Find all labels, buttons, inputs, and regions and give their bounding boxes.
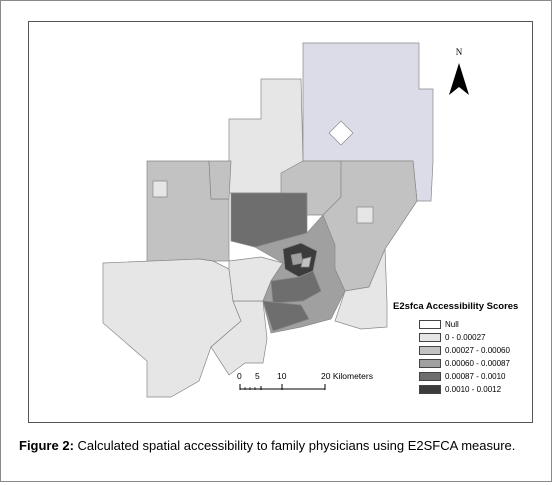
scale-bar: 0 5 10 20 Kilometers: [237, 371, 397, 395]
figure-caption: Figure 2: Calculated spatial accessibili…: [19, 437, 539, 454]
legend-item: 0.00027 - 0.00060: [419, 344, 533, 357]
region-west-mid-2: [208, 160, 232, 200]
region-west-big: [102, 258, 242, 398]
legend-item: 0.0010 - 0.0012: [419, 383, 533, 396]
region-south-west: [210, 300, 268, 376]
caption-text: Calculated spatial accessibility to fami…: [73, 438, 516, 453]
north-arrow: N: [445, 47, 473, 99]
legend-item: Null: [419, 318, 533, 331]
scale-tick-label: 10: [277, 371, 287, 381]
scale-tick-label: 0: [237, 371, 242, 381]
legend-item: 0.00087 - 0.0010: [419, 370, 533, 383]
scale-tick-label: 20 Kilometers: [321, 371, 373, 381]
legend-label: 0 - 0.00027: [445, 333, 486, 342]
region-core-mid-dark-2: [262, 300, 310, 332]
legend-swatch: [419, 333, 441, 342]
legend-label: 0.0010 - 0.0012: [445, 385, 502, 394]
legend-swatch: [419, 359, 441, 368]
legend-item: 0.00060 - 0.00087: [419, 357, 533, 370]
region-west-small: [152, 180, 168, 198]
region-east-small: [356, 206, 374, 224]
caption-label: Figure 2:: [19, 438, 74, 453]
region-north-diamond: [328, 120, 354, 146]
region-core-small-2: [300, 256, 312, 268]
north-label: N: [455, 47, 463, 57]
legend: E2sfca Accessibility Scores Null 0 - 0.0…: [393, 301, 533, 396]
legend-label: 0.00027 - 0.00060: [445, 346, 510, 355]
north-arrow-icon: [449, 63, 469, 95]
legend-swatch: [419, 346, 441, 355]
region-far-east: [334, 248, 388, 330]
legend-swatch: [419, 320, 441, 329]
legend-title: E2sfca Accessibility Scores: [393, 301, 519, 312]
scale-tick-label: 5: [255, 371, 260, 381]
legend-swatch: [419, 385, 441, 394]
legend-label: Null: [445, 320, 459, 329]
legend-label: 0.00060 - 0.00087: [445, 359, 510, 368]
legend-label: 0.00087 - 0.0010: [445, 372, 506, 381]
legend-item: 0 - 0.00027: [419, 331, 533, 344]
legend-swatch: [419, 372, 441, 381]
region-core-small-1: [290, 252, 304, 266]
scale-bar-graphic: [239, 384, 326, 390]
